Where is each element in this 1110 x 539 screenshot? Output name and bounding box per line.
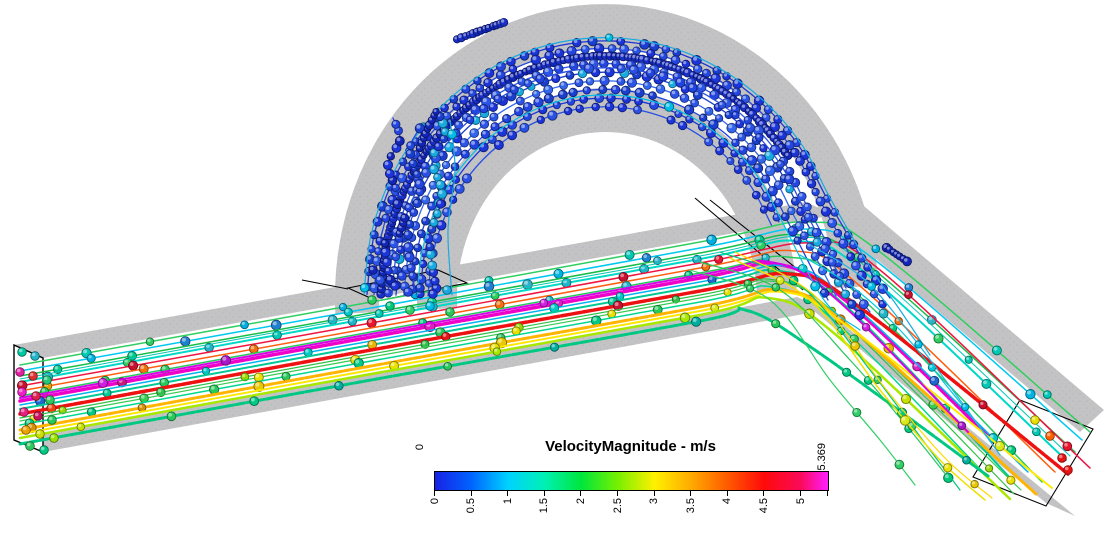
colorbar-tick-mark (434, 490, 435, 496)
colorbar-tick-label: 0.5 (465, 498, 478, 514)
colorbar-tick-label: 1.5 (538, 498, 551, 514)
colorbar-tick-label: 0 (428, 498, 441, 505)
colorbar-tick-label: 2.5 (611, 498, 624, 514)
colorbar-min-label: 0 (414, 444, 426, 451)
colorbar-tick-mark (507, 490, 509, 496)
colorbar-tick-label: 4 (721, 498, 734, 505)
colorbar-tick-mark (617, 490, 618, 496)
colorbar-tick-label: 1 (501, 498, 514, 505)
colorbar-tick-mark (653, 490, 655, 496)
colorbar-tick-label: 2 (574, 498, 587, 505)
colorbar-tick-mark (580, 490, 582, 496)
colorbar-tick-mark (543, 490, 545, 496)
colorbar-tick-label: 3.5 (684, 498, 697, 514)
colorbar-tick-mark (800, 490, 801, 496)
colorbar-tick-mark (690, 490, 692, 496)
colorbar-tick-mark (470, 490, 472, 496)
colorbar-tick-mark (763, 490, 765, 496)
colorbar-tick-label: 4.5 (757, 498, 770, 514)
colorbar-max-label: 5.369 (816, 443, 828, 471)
colorbar-tick-label: 3 (648, 498, 661, 505)
colorbar-tick-label: 5 (794, 498, 807, 505)
colorbar-title: VelocityMagnitude - m/s (545, 438, 716, 455)
colorbar-tick-mark (726, 490, 728, 496)
colorbar-gradient (434, 471, 829, 491)
colorbar-tick-mark (827, 490, 828, 496)
